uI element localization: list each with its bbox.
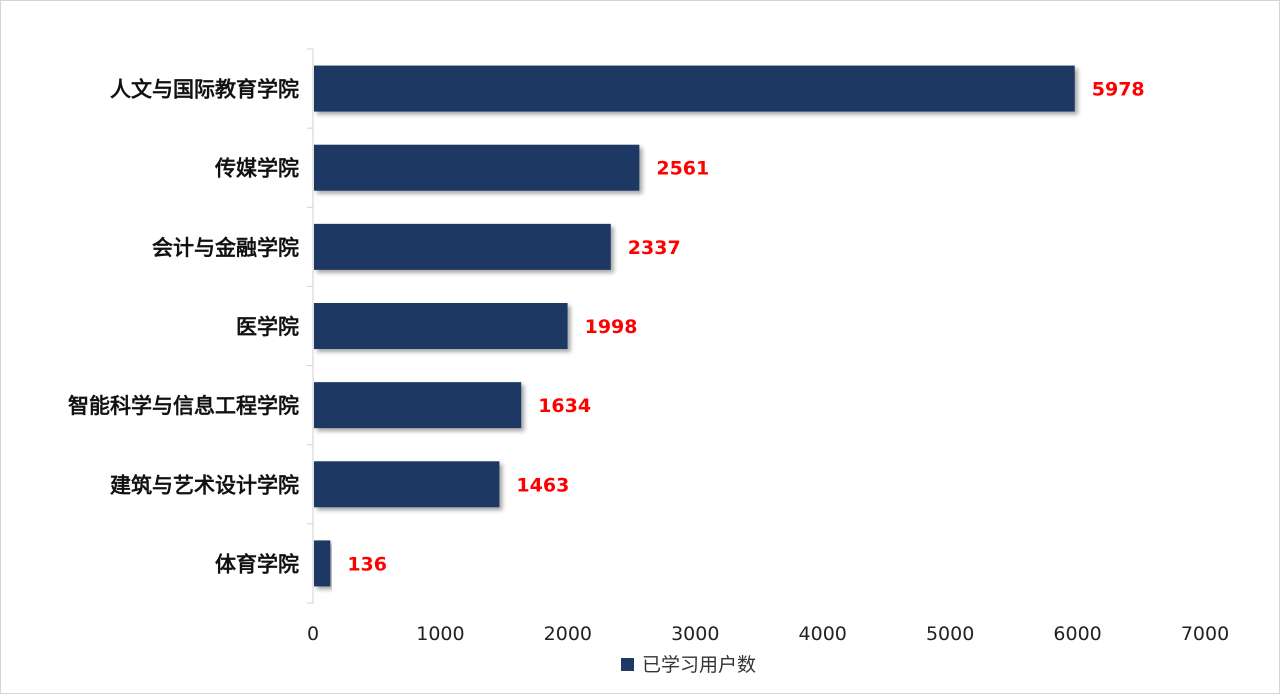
- bar: [314, 540, 331, 587]
- x-tick-label: 7000: [1181, 623, 1229, 645]
- x-tick-label: 2000: [544, 623, 592, 645]
- category-label: 建筑与艺术设计学院: [110, 473, 299, 497]
- category-label: 会计与金融学院: [152, 236, 299, 260]
- category-label: 人文与国际教育学院: [110, 78, 299, 102]
- x-tick-label: 0: [307, 623, 319, 645]
- x-tick-label: 6000: [1053, 623, 1101, 645]
- x-tick-label: 1000: [416, 623, 464, 645]
- data-label: 2561: [656, 158, 709, 180]
- data-label: 1634: [538, 395, 591, 417]
- legend-swatch: [621, 658, 634, 671]
- bar: [314, 461, 500, 508]
- category-label: 智能科学与信息工程学院: [68, 394, 299, 418]
- bar: [314, 144, 640, 191]
- legend-label: 已学习用户数: [642, 654, 756, 676]
- data-label: 136: [347, 553, 387, 575]
- x-tick-label: 5000: [926, 623, 974, 645]
- x-tick-label: 4000: [799, 623, 847, 645]
- category-label: 体育学院: [215, 552, 299, 576]
- data-label: 5978: [1092, 79, 1145, 101]
- x-tick-label: 3000: [671, 623, 719, 645]
- category-label: 医学院: [236, 315, 299, 339]
- bar: [314, 382, 522, 429]
- data-label: 1463: [516, 474, 569, 496]
- bar: [314, 65, 1075, 112]
- category-label: 传媒学院: [214, 157, 299, 181]
- bar: [314, 223, 611, 270]
- data-label: 1998: [585, 316, 638, 338]
- bar: [314, 303, 568, 349]
- data-label: 2337: [628, 237, 681, 259]
